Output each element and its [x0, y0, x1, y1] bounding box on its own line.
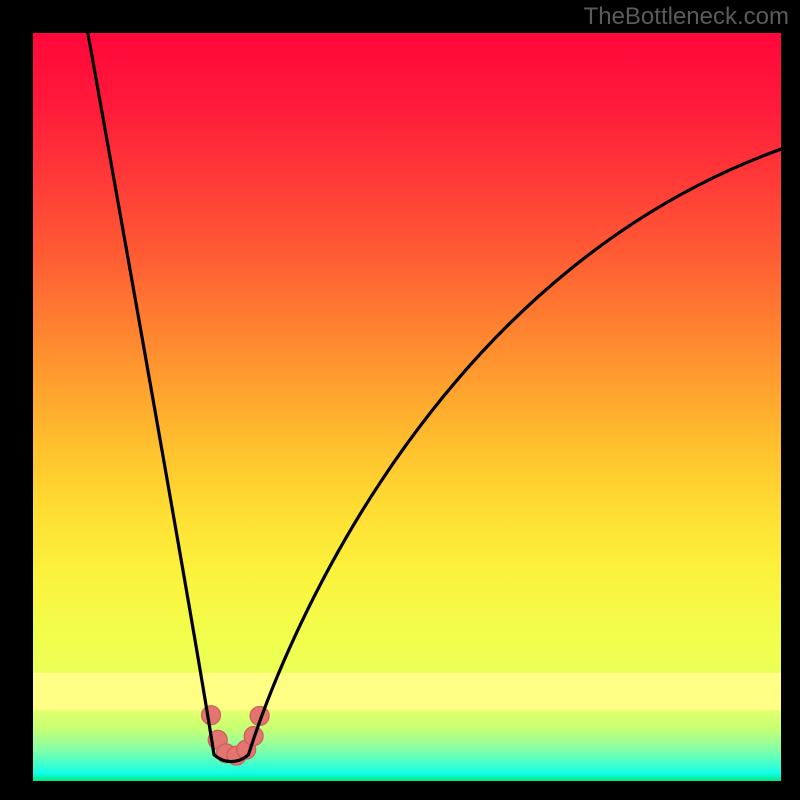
- watermark-text: TheBottleneck.com: [584, 3, 789, 31]
- bottleneck-curve: [84, 33, 781, 762]
- notch-marker: [202, 706, 221, 725]
- curve-layer: [33, 33, 781, 781]
- chart-frame: TheBottleneck.com: [0, 0, 800, 800]
- plot-area: [33, 33, 781, 781]
